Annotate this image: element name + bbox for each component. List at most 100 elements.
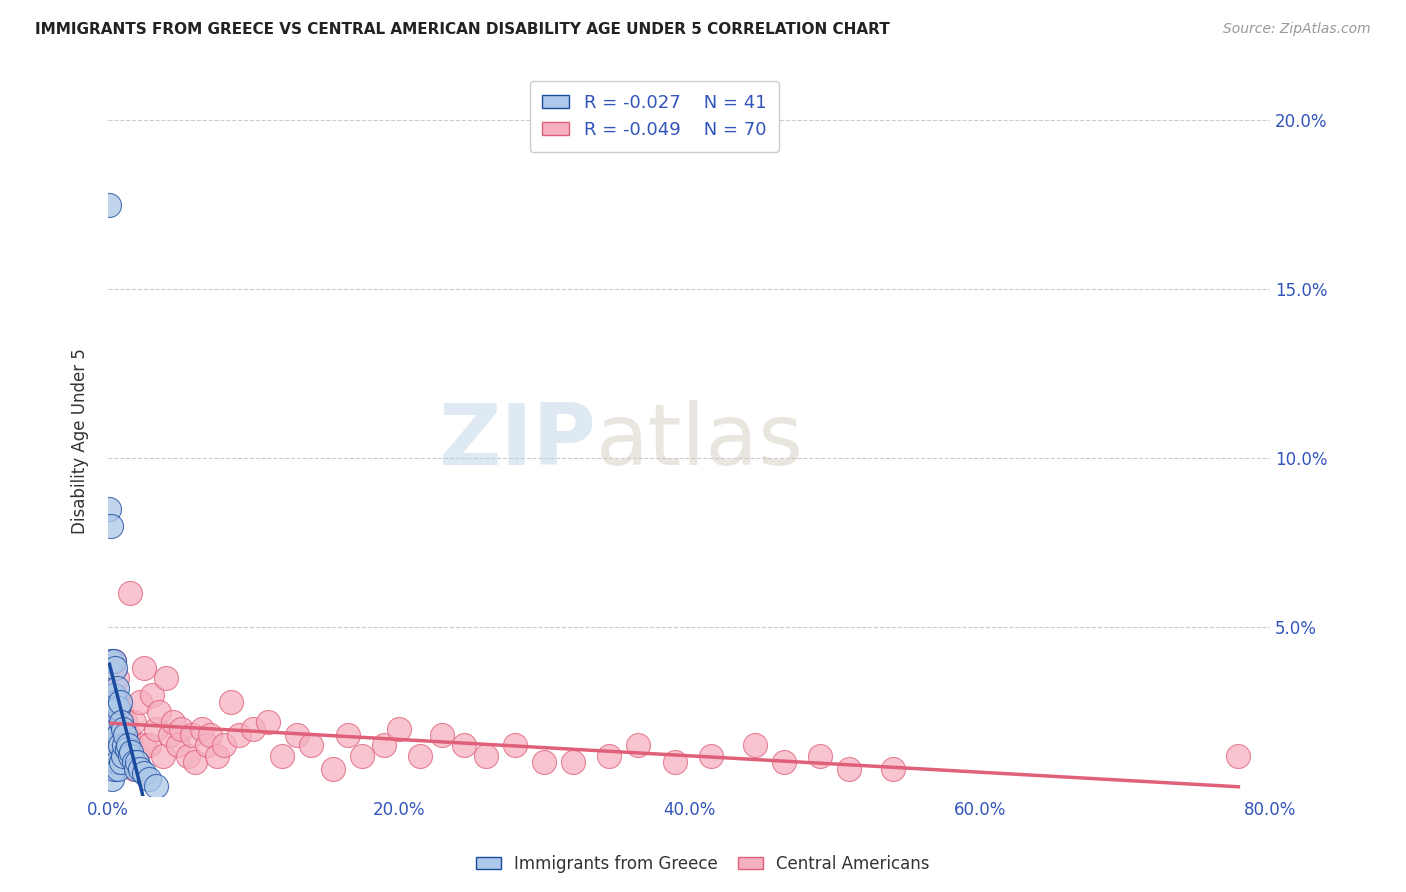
Point xyxy=(271,748,294,763)
Point xyxy=(212,739,235,753)
Point xyxy=(152,748,174,763)
Point xyxy=(107,694,129,708)
Point xyxy=(103,714,125,729)
Point xyxy=(162,714,184,729)
Point xyxy=(221,694,243,708)
Legend: Immigrants from Greece, Central Americans: Immigrants from Greece, Central American… xyxy=(470,848,936,880)
Point xyxy=(101,705,124,719)
Point xyxy=(100,688,122,702)
Point xyxy=(533,756,555,770)
Point xyxy=(117,728,139,742)
Point xyxy=(104,688,127,702)
Point xyxy=(105,722,128,736)
Point xyxy=(107,701,129,715)
Point xyxy=(166,739,188,753)
Point xyxy=(103,654,125,668)
Point xyxy=(700,748,723,763)
Point xyxy=(808,748,831,763)
Point xyxy=(453,739,475,753)
Point xyxy=(110,714,132,729)
Point xyxy=(882,762,904,776)
Point xyxy=(138,739,160,753)
Point xyxy=(101,688,124,702)
Point xyxy=(184,756,207,770)
Point xyxy=(111,748,134,763)
Point xyxy=(124,762,146,776)
Point xyxy=(103,688,125,702)
Point xyxy=(387,722,409,736)
Point xyxy=(120,745,142,759)
Point xyxy=(101,772,124,787)
Point xyxy=(118,586,141,600)
Point xyxy=(336,728,359,742)
Point xyxy=(111,756,134,770)
Point xyxy=(134,739,156,753)
Point xyxy=(105,671,128,685)
Point xyxy=(115,756,138,770)
Point xyxy=(627,739,650,753)
Point xyxy=(228,728,250,742)
Point xyxy=(373,739,395,753)
Point xyxy=(117,739,139,753)
Text: atlas: atlas xyxy=(596,400,804,483)
Text: ZIP: ZIP xyxy=(439,400,596,483)
Point xyxy=(98,198,121,212)
Point xyxy=(242,722,264,736)
Point xyxy=(191,722,214,736)
Point xyxy=(111,722,134,736)
Point xyxy=(122,714,145,729)
Point xyxy=(118,748,141,763)
Point xyxy=(104,739,127,753)
Point xyxy=(110,705,132,719)
Point xyxy=(101,705,124,719)
Point xyxy=(503,739,526,753)
Point xyxy=(104,694,127,708)
Point xyxy=(561,756,583,770)
Point xyxy=(772,756,794,770)
Text: Source: ZipAtlas.com: Source: ZipAtlas.com xyxy=(1223,22,1371,37)
Point xyxy=(114,728,136,742)
Point xyxy=(125,756,148,770)
Point xyxy=(129,762,152,776)
Legend: R = -0.027    N = 41, R = -0.049    N = 70: R = -0.027 N = 41, R = -0.049 N = 70 xyxy=(530,81,779,152)
Point xyxy=(108,694,131,708)
Point xyxy=(285,728,308,742)
Point xyxy=(104,661,127,675)
Point xyxy=(104,739,127,753)
Point xyxy=(134,765,156,780)
Point xyxy=(98,502,121,516)
Point xyxy=(101,722,124,736)
Point xyxy=(103,762,125,776)
Point xyxy=(125,748,148,763)
Point xyxy=(474,748,496,763)
Point xyxy=(744,739,766,753)
Point xyxy=(256,714,278,729)
Point xyxy=(145,722,167,736)
Point xyxy=(177,748,200,763)
Point xyxy=(322,762,344,776)
Point xyxy=(122,762,145,776)
Point xyxy=(145,779,167,793)
Point xyxy=(112,739,135,753)
Point xyxy=(120,739,142,753)
Point xyxy=(148,705,170,719)
Point xyxy=(103,654,125,668)
Point xyxy=(105,756,128,770)
Point xyxy=(664,756,686,770)
Text: IMMIGRANTS FROM GREECE VS CENTRAL AMERICAN DISABILITY AGE UNDER 5 CORRELATION CH: IMMIGRANTS FROM GREECE VS CENTRAL AMERIC… xyxy=(35,22,890,37)
Point xyxy=(122,756,145,770)
Point xyxy=(115,742,138,756)
Point xyxy=(114,714,136,729)
Point xyxy=(107,728,129,742)
Point xyxy=(181,728,204,742)
Point xyxy=(409,748,432,763)
Point xyxy=(1227,748,1250,763)
Point xyxy=(155,671,177,685)
Point xyxy=(129,694,152,708)
Point xyxy=(195,739,218,753)
Point xyxy=(112,728,135,742)
Point xyxy=(108,739,131,753)
Point xyxy=(159,728,181,742)
Point xyxy=(107,762,129,776)
Point xyxy=(100,654,122,668)
